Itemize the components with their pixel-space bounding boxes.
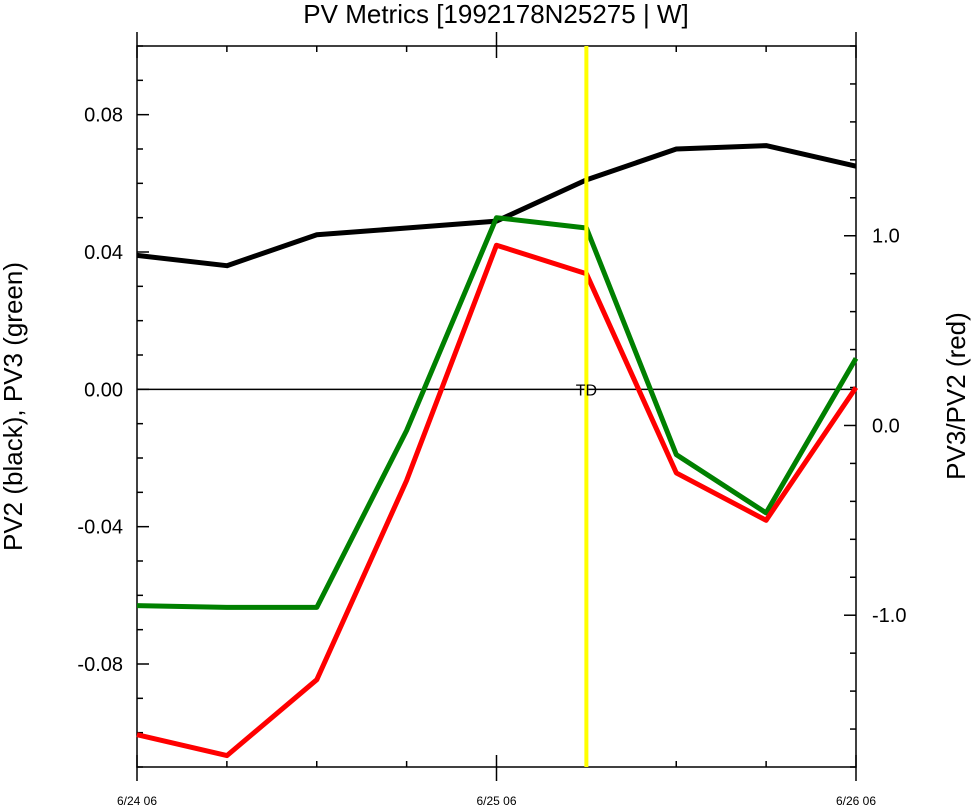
y-tick-label-right: -1.0: [872, 605, 906, 627]
x-tick-label: 6/26 06: [836, 794, 876, 805]
y-axis-title-right: PV3/PV2 (red): [941, 312, 971, 480]
series-line-pv3: [136, 215, 859, 610]
y-tick-label-left: 0.04: [84, 242, 123, 264]
y-tick-label-right: 1.0: [872, 226, 900, 248]
y-tick-label-left: -0.04: [77, 517, 123, 539]
plot-frame: [136, 45, 857, 768]
plot-marks: -0.08 -0.04 0.00 0.04 0.08 -1.0 0.0 1.0 6/24 06 6…: [77, 32, 906, 805]
y-tick-label-right: 0.0: [872, 415, 900, 437]
chart-title: PV Metrics [1992178N25275 | W]: [303, 0, 688, 29]
y-axis-title-left: PV2 (black), PV3 (green): [0, 262, 28, 551]
vertical-marker-label: TD: [576, 382, 597, 399]
y-tick-label-left: 0.08: [84, 105, 123, 127]
x-tick-label: 6/24 06: [117, 794, 157, 805]
y-tick-label-left: 0.00: [84, 379, 123, 401]
series-line-pv3-pv2: [136, 242, 859, 759]
x-tick-label: 6/25 06: [476, 794, 516, 805]
y-tick-label-left: -0.08: [77, 654, 123, 676]
